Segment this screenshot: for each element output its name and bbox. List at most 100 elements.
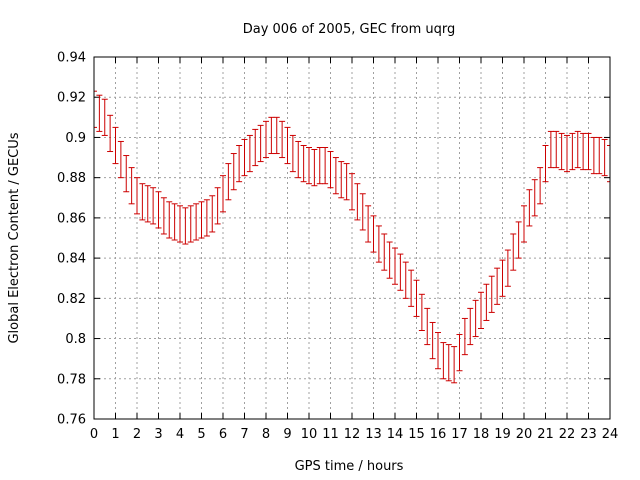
error-bar-point: [392, 247, 398, 285]
error-bar-point: [101, 98, 108, 136]
error-bar-point: [510, 233, 517, 271]
error-bar-point: [198, 201, 205, 239]
error-bar-point: [386, 241, 393, 279]
error-bar-point: [451, 346, 458, 384]
error-bar-point: [558, 132, 565, 171]
error-bar-point: [564, 134, 570, 173]
x-tick-label: 12: [344, 427, 361, 442]
error-bar-point: [365, 205, 372, 243]
error-bar-point: [214, 187, 221, 225]
error-bar-point: [117, 140, 124, 179]
x-tick-labels: 0 1 2 3 4 5 6 7 8 9 10 11 12 13 14 15 16 17 18 19 20 21 22 23 24: [90, 427, 618, 442]
error-bar-point: [177, 205, 183, 243]
error-bar-point: [467, 307, 474, 346]
error-bar-point: [494, 267, 501, 305]
error-bar-point: [300, 144, 307, 183]
x-tick-label: 17: [451, 427, 468, 442]
x-tick-label: 13: [365, 427, 382, 442]
error-bar-point: [263, 120, 269, 159]
error-bar-point: [257, 124, 264, 163]
error-bar-point: [580, 132, 587, 171]
error-bar-point: [435, 332, 441, 370]
error-bar-point: [193, 203, 200, 241]
error-bar-point: [354, 183, 361, 221]
x-tick-label: 22: [559, 427, 576, 442]
x-tick-label: 19: [494, 427, 511, 442]
error-bar-point: [445, 344, 452, 382]
x-tick-label: 15: [408, 427, 425, 442]
error-bar-point: [413, 279, 420, 317]
error-bar-point: [236, 144, 243, 183]
error-bar-point: [456, 334, 463, 372]
error-bar-point: [574, 130, 581, 169]
error-bar-point: [246, 134, 253, 173]
error-bar-point: [128, 167, 135, 205]
error-bar-point: [220, 175, 226, 213]
error-bar-point: [203, 199, 210, 237]
y-tick-label: 0.78: [57, 372, 86, 387]
error-bar-point: [306, 147, 312, 185]
error-bar-point: [155, 191, 162, 229]
error-bar-point: [569, 132, 576, 171]
error-bar-point: [440, 342, 447, 380]
error-bar-point: [134, 177, 140, 215]
x-tick-label: 10: [301, 427, 318, 442]
error-bar-point: [150, 187, 157, 225]
x-tick-label: 7: [240, 427, 248, 442]
error-bar-point: [279, 120, 286, 159]
error-bar-point: [418, 293, 425, 332]
error-bar-point: [139, 183, 146, 221]
x-tick-label: 14: [387, 427, 404, 442]
x-tick-label: 24: [602, 427, 619, 442]
error-bar-point: [424, 307, 431, 346]
error-bar-point: [397, 253, 404, 291]
x-tick-label: 4: [176, 427, 184, 442]
error-bar-point: [273, 116, 280, 155]
y-tick-label: 0.88: [57, 171, 86, 186]
error-bar-point: [316, 147, 323, 185]
error-bar-point: [483, 283, 490, 321]
error-bar-point: [478, 291, 484, 329]
error-bar-point: [429, 321, 436, 360]
x-tick-label: 3: [154, 427, 162, 442]
error-bar-point: [241, 138, 248, 177]
error-bar-point: [209, 195, 216, 233]
error-bar-point: [343, 163, 350, 201]
error-bar-point: [230, 153, 237, 191]
y-tick-label: 0.8: [65, 332, 86, 347]
y-tick-label: 0.82: [57, 292, 86, 307]
error-bar-point: [252, 128, 259, 167]
x-tick-label: 2: [133, 427, 141, 442]
error-bar-point: [284, 126, 291, 165]
x-tick-label: 21: [537, 427, 554, 442]
error-bar-point: [515, 221, 522, 259]
y-tick-label: 0.76: [57, 413, 86, 428]
error-bar-point: [322, 147, 329, 185]
x-tick-label: 5: [197, 427, 205, 442]
error-bar-point: [585, 132, 592, 171]
y-axis-label: Global Electron Content / GECUs: [7, 132, 22, 343]
error-bars: [93, 90, 611, 384]
error-bar-point: [381, 233, 388, 271]
x-tick-label: 20: [516, 427, 533, 442]
error-bar-point: [504, 249, 511, 287]
error-bar-point: [349, 173, 355, 211]
error-bar-point: [171, 203, 178, 241]
error-bar-point: [537, 167, 544, 205]
error-bar-point: [531, 179, 538, 217]
error-bar-point: [526, 189, 533, 227]
error-bar-point: [601, 138, 608, 177]
error-bar-point: [542, 144, 549, 183]
error-bar-point: [553, 130, 560, 169]
y-tick-label: 0.84: [57, 252, 86, 267]
x-tick-label: 0: [90, 427, 98, 442]
x-axis-label: GPS time / hours: [295, 459, 404, 474]
error-bar-point: [327, 151, 334, 189]
error-bar-point: [590, 136, 597, 175]
x-tick-label: 23: [580, 427, 597, 442]
x-tick-label: 11: [322, 427, 339, 442]
error-bar-point: [187, 205, 194, 243]
error-bar-point: [402, 261, 409, 299]
x-tick-label: 18: [473, 427, 490, 442]
